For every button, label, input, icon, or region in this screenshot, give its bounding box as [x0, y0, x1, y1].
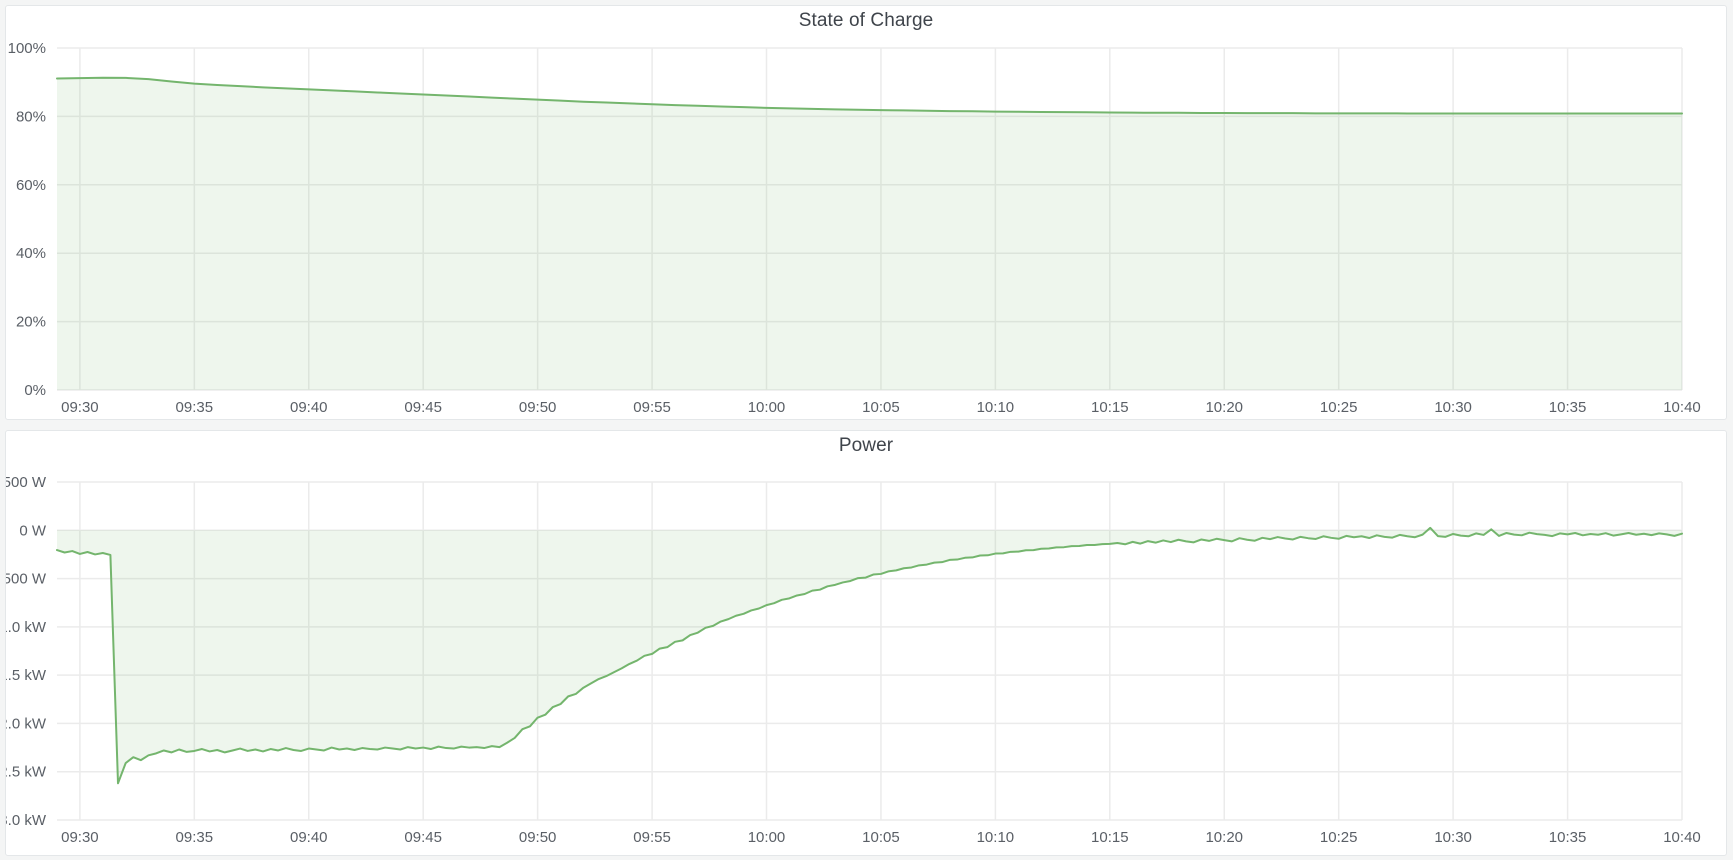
x-tick-label: 10:00: [748, 829, 786, 846]
panel-header-power[interactable]: Power: [6, 431, 1726, 461]
series-area-fill: [57, 77, 1682, 390]
x-tick-label: 10:40: [1663, 829, 1701, 846]
grid: [57, 481, 1683, 821]
y-tick-label: -1.5 kW: [6, 667, 47, 684]
x-tick-label: 10:10: [977, 829, 1015, 846]
y-tick-label: -3.0 kW: [6, 812, 47, 829]
x-tick-label: 10:15: [1091, 829, 1129, 846]
x-tick-label: 09:55: [633, 399, 671, 416]
panel-title-state-of-charge[interactable]: State of Charge: [798, 10, 934, 31]
power-chart-canvas[interactable]: 09:30 09:35 09:40 09:45 09:50 09:55 10:00 10:05…: [6, 461, 1726, 855]
x-tick-label: 10:30: [1434, 399, 1472, 416]
series-line: [56, 76, 1683, 115]
x-tick-label: 09:35: [176, 399, 214, 416]
y-tick-label: 40%: [16, 245, 46, 262]
x-tick-label: 10:25: [1320, 829, 1358, 846]
x-tick-label: 10:30: [1434, 829, 1472, 846]
y-tick-label: 60%: [16, 177, 46, 194]
y-tick-label: 80%: [16, 108, 46, 125]
y-tick-label: 20%: [16, 314, 46, 331]
panel-header-state-of-charge[interactable]: State of Charge: [6, 6, 1726, 36]
y-tick-label: 0 W: [19, 522, 47, 539]
y-tick-label: -1.0 kW: [6, 619, 47, 636]
x-tick-label: 10:05: [862, 829, 900, 846]
state-of-charge-chart-canvas[interactable]: 09:30 09:35 09:40 09:45 09:50 09:55 10:00 10:05…: [6, 36, 1726, 419]
x-axis: 09:30 09:35 09:40 09:45 09:50 09:55 10:00 10:05…: [61, 829, 1701, 846]
x-tick-label: 09:30: [61, 399, 99, 416]
x-tick-label: 09:55: [633, 829, 671, 846]
x-tick-label: 10:20: [1205, 829, 1243, 846]
y-tick-label: -2.5 kW: [6, 764, 47, 781]
x-tick-label: 09:30: [61, 829, 99, 846]
series-area-fill: [57, 527, 1682, 784]
y-tick-label: 500 W: [6, 474, 47, 491]
x-tick-label: 10:25: [1320, 399, 1358, 416]
y-tick-label: 100%: [8, 40, 46, 57]
x-tick-label: 10:35: [1549, 399, 1587, 416]
y-tick-label: 0%: [24, 382, 46, 399]
x-tick-label: 10:00: [748, 399, 786, 416]
x-tick-label: 10:20: [1205, 399, 1243, 416]
x-tick-label: 09:45: [404, 829, 442, 846]
x-tick-label: 10:40: [1663, 399, 1701, 416]
x-tick-label: 09:50: [519, 399, 557, 416]
x-tick-label: 10:35: [1549, 829, 1587, 846]
x-tick-label: 09:40: [290, 829, 328, 846]
x-tick-label: 09:50: [519, 829, 557, 846]
panel-title-power[interactable]: Power: [838, 435, 894, 456]
x-tick-label: 09:35: [176, 829, 214, 846]
series-line: [56, 526, 1683, 785]
y-tick-label: -2.0 kW: [6, 715, 47, 732]
x-axis: 09:30 09:35 09:40 09:45 09:50 09:55 10:00 10:05…: [61, 399, 1701, 416]
x-tick-label: 10:05: [862, 399, 900, 416]
panel-power: Power 09:30 09:35 09:40 09:45 09:50 09:55 10:0…: [5, 430, 1727, 856]
y-axis: 100% 80% 60% 40% 20% 0%: [8, 40, 46, 399]
x-tick-label: 09:45: [404, 399, 442, 416]
x-tick-label: 09:40: [290, 399, 328, 416]
x-tick-label: 10:10: [977, 399, 1015, 416]
y-axis: 500 W 0 W -500 W -1.0 kW -1.5 kW -2.0 kW -2.5 …: [6, 474, 47, 829]
panel-state-of-charge: State of Charge 09:30 09:35 09:40 09:45 09:5…: [5, 5, 1727, 420]
x-tick-label: 10:15: [1091, 399, 1129, 416]
y-tick-label: -500 W: [6, 571, 47, 588]
